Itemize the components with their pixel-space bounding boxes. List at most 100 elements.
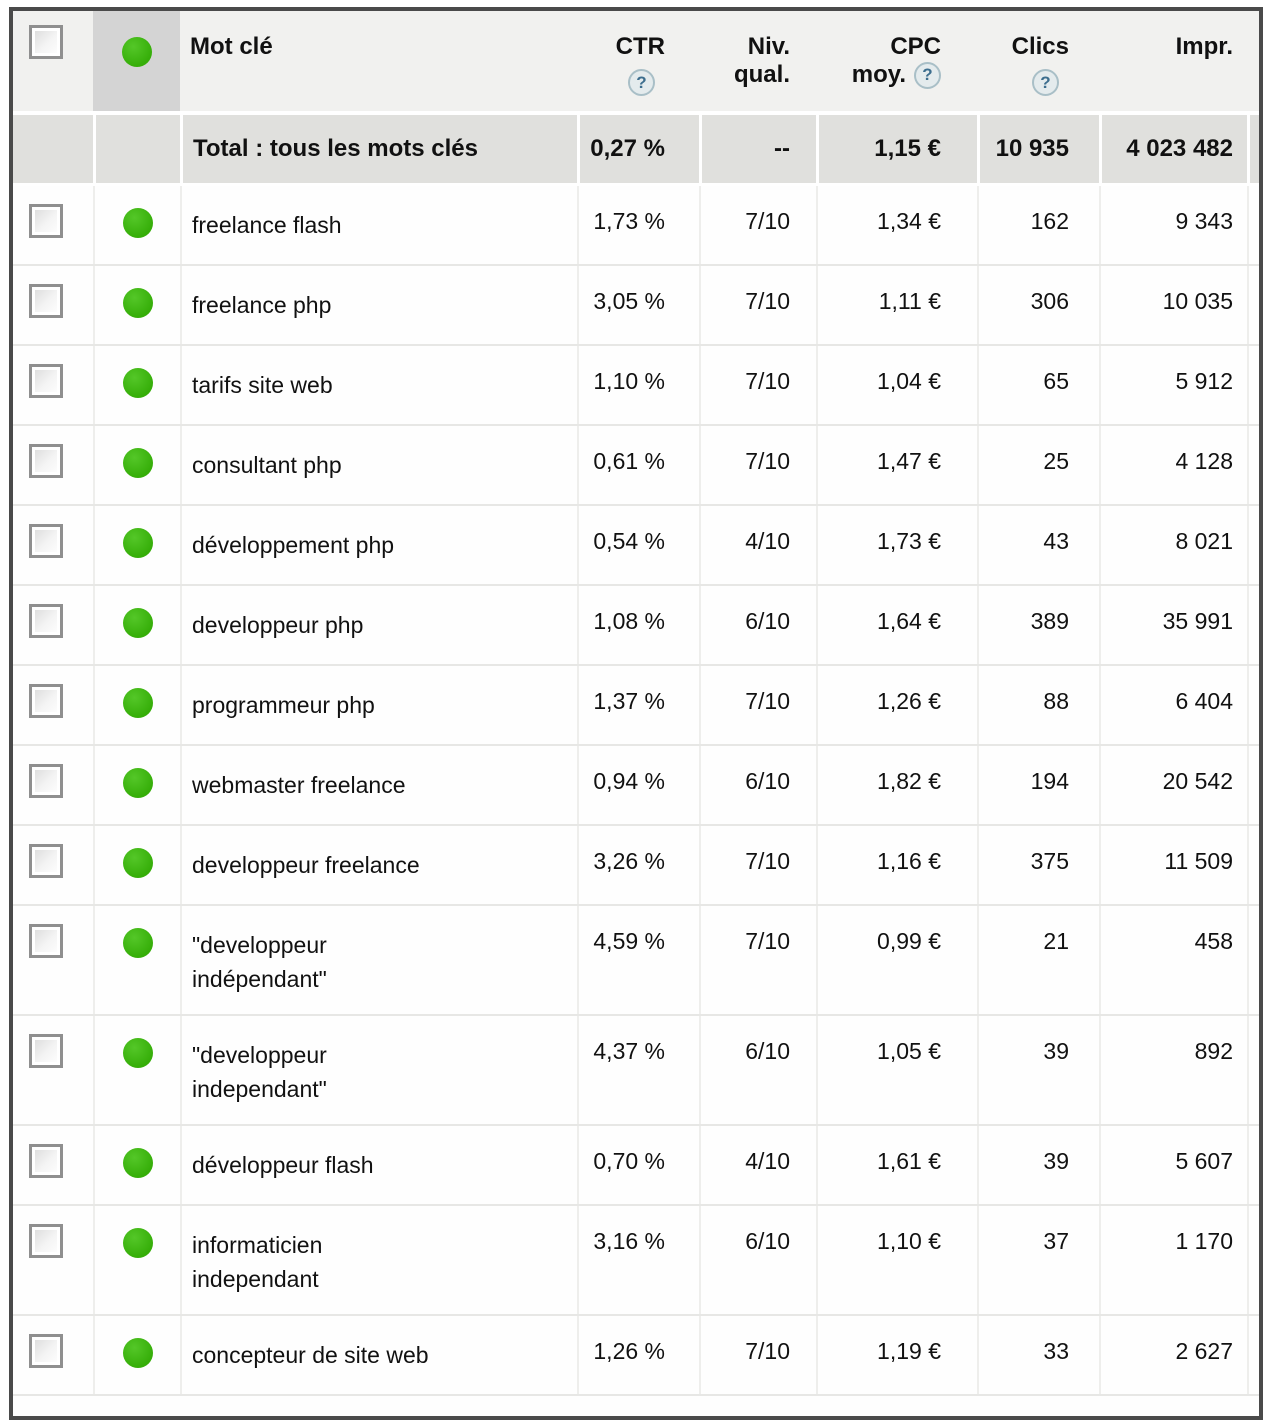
- keyword-cell: concepteur de site web: [180, 1316, 577, 1394]
- impressions-column-label: Impr.: [1175, 33, 1233, 60]
- ctr-cell: 0,61 %: [577, 426, 699, 504]
- clicks-cell: 306: [977, 266, 1099, 344]
- status-active-icon: [122, 1038, 153, 1068]
- cpc-cell: 1,11 €: [816, 266, 977, 344]
- row-checkbox[interactable]: [29, 204, 63, 238]
- clicks-cell: 39: [977, 1126, 1099, 1204]
- row-checkbox[interactable]: [29, 524, 63, 558]
- clicks-cell: 88: [977, 666, 1099, 744]
- table-footer-strip: [13, 1394, 1259, 1416]
- total-impressions: 4 023 482: [1099, 115, 1247, 183]
- row-check-cell: [13, 506, 93, 584]
- impressions-cell: 20 542: [1099, 746, 1247, 824]
- row-checkbox[interactable]: [29, 1334, 63, 1368]
- row-status-cell: [93, 186, 180, 264]
- keyword-cell: programmeur php: [180, 666, 577, 744]
- clicks-help-icon[interactable]: ?: [1032, 69, 1059, 97]
- row-checkbox[interactable]: [29, 364, 63, 398]
- cpc-column-label-line1: CPC: [890, 33, 941, 60]
- quality-column-header: Niv. qual.: [699, 11, 816, 111]
- row-status-cell: [93, 666, 180, 744]
- ctr-cell: 3,26 %: [577, 826, 699, 904]
- status-active-icon: [122, 768, 153, 798]
- table-row: développement php 0,54 % 4/10 1,73 € 43 …: [13, 504, 1259, 584]
- row-spacer: [1247, 506, 1259, 584]
- row-check-cell: [13, 746, 93, 824]
- row-status-cell: [93, 506, 180, 584]
- cpc-column-label-line2: moy.: [851, 61, 906, 88]
- row-status-cell: [93, 346, 180, 424]
- total-spacer: [1247, 115, 1259, 183]
- table-row: informaticien independant 3,16 % 6/10 1,…: [13, 1204, 1259, 1314]
- row-status-cell: [93, 586, 180, 664]
- row-checkbox[interactable]: [29, 764, 63, 798]
- status-active-icon: [121, 37, 152, 67]
- cpc-cell: 1,10 €: [816, 1206, 977, 1314]
- impressions-cell: 458: [1099, 906, 1247, 1014]
- impressions-cell: 11 509: [1099, 826, 1247, 904]
- row-spacer: [1247, 906, 1259, 1014]
- table-row: freelance flash 1,73 % 7/10 1,34 € 162 9…: [13, 183, 1259, 264]
- clicks-column-header: Clics ?: [977, 11, 1099, 111]
- row-checkbox[interactable]: [29, 844, 63, 878]
- cpc-cell: 1,34 €: [816, 186, 977, 264]
- status-active-icon: [122, 368, 153, 398]
- cpc-help-icon[interactable]: ?: [914, 61, 941, 89]
- total-empty-status-cell: [93, 115, 180, 183]
- quality-cell: 7/10: [699, 666, 816, 744]
- table-row: developpeur freelance 3,26 % 7/10 1,16 €…: [13, 824, 1259, 904]
- impressions-cell: 9 343: [1099, 186, 1247, 264]
- row-checkbox[interactable]: [29, 684, 63, 718]
- keyword-column-header: Mot clé: [180, 11, 577, 111]
- quality-column-label-line1: Niv.: [747, 33, 790, 60]
- clicks-cell: 194: [977, 746, 1099, 824]
- clicks-cell: 389: [977, 586, 1099, 664]
- row-checkbox[interactable]: [29, 604, 63, 638]
- ctr-cell: 4,59 %: [577, 906, 699, 1014]
- row-check-cell: [13, 1316, 93, 1394]
- keyword-cell: tarifs site web: [180, 346, 577, 424]
- status-active-icon: [122, 688, 153, 718]
- impressions-column-header: Impr.: [1099, 11, 1247, 111]
- row-spacer: [1247, 666, 1259, 744]
- row-checkbox[interactable]: [29, 1144, 63, 1178]
- row-status-cell: [93, 1316, 180, 1394]
- select-all-cell: [13, 11, 93, 111]
- quality-cell: 6/10: [699, 746, 816, 824]
- keyword-cell: développeur flash: [180, 1126, 577, 1204]
- keyword-cell: développement php: [180, 506, 577, 584]
- ctr-cell: 0,70 %: [577, 1126, 699, 1204]
- ctr-cell: 1,26 %: [577, 1316, 699, 1394]
- row-spacer: [1247, 1016, 1259, 1124]
- keyword-cell: freelance php: [180, 266, 577, 344]
- ctr-cell: 1,08 %: [577, 586, 699, 664]
- quality-cell: 7/10: [699, 426, 816, 504]
- row-check-cell: [13, 1016, 93, 1124]
- row-check-cell: [13, 426, 93, 504]
- table-row: developpeur php 1,08 % 6/10 1,64 € 389 3…: [13, 584, 1259, 664]
- total-quality: --: [699, 115, 816, 183]
- table-row: concepteur de site web 1,26 % 7/10 1,19 …: [13, 1314, 1259, 1394]
- row-spacer: [1247, 746, 1259, 824]
- ctr-help-icon[interactable]: ?: [628, 69, 655, 97]
- clicks-cell: 39: [977, 1016, 1099, 1124]
- quality-cell: 6/10: [699, 1016, 816, 1124]
- row-checkbox[interactable]: [29, 444, 63, 478]
- row-checkbox[interactable]: [29, 284, 63, 318]
- cpc-cell: 1,64 €: [816, 586, 977, 664]
- total-ctr: 0,27 %: [577, 115, 699, 183]
- row-checkbox[interactable]: [29, 924, 63, 958]
- impressions-cell: 892: [1099, 1016, 1247, 1124]
- row-checkbox[interactable]: [29, 1224, 63, 1258]
- row-checkbox[interactable]: [29, 1034, 63, 1068]
- clicks-column-label: Clics: [1011, 33, 1069, 60]
- select-all-checkbox[interactable]: [29, 25, 63, 59]
- impressions-cell: 4 128: [1099, 426, 1247, 504]
- keyword-cell: developpeur php: [180, 586, 577, 664]
- keyword-cell: "developpeur indépendant": [180, 906, 577, 1014]
- quality-cell: 7/10: [699, 266, 816, 344]
- row-status-cell: [93, 906, 180, 1014]
- cpc-cell: 1,82 €: [816, 746, 977, 824]
- row-spacer: [1247, 826, 1259, 904]
- cpc-cell: 1,05 €: [816, 1016, 977, 1124]
